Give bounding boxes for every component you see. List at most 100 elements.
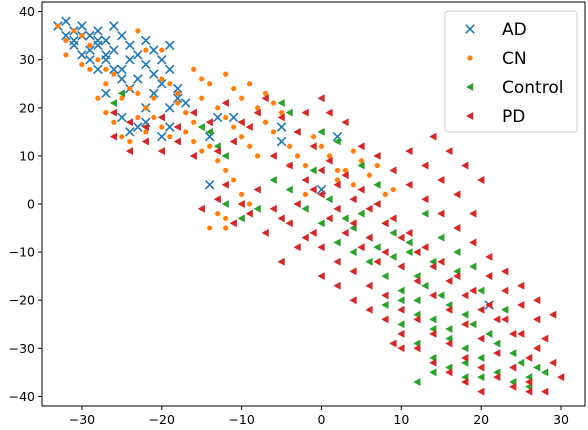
data-point-cn	[318, 143, 325, 149]
data-point-pd	[333, 204, 341, 213]
data-point-cn	[374, 162, 380, 169]
data-point-cn	[215, 158, 221, 164]
data-point-ad	[164, 64, 175, 75]
data-point-control	[405, 248, 413, 257]
data-point-control	[429, 368, 437, 377]
data-point-pd	[189, 108, 197, 117]
data-point-cn	[366, 172, 372, 178]
data-point-control	[349, 248, 357, 257]
data-point-cn	[167, 134, 173, 140]
legend-marker-pd	[466, 112, 474, 120]
data-point-cn	[135, 28, 141, 34]
data-point-pd	[277, 257, 285, 266]
data-point-pd	[397, 344, 405, 353]
data-point-pd	[285, 161, 293, 170]
data-point-cn	[191, 66, 197, 72]
data-point-pd	[525, 353, 533, 362]
data-point-pd	[477, 387, 485, 396]
data-point-cn	[255, 105, 261, 111]
x-tick-label: −30	[69, 412, 95, 427]
data-point-control	[333, 137, 341, 146]
data-point-pd	[493, 349, 501, 358]
data-point-pd	[237, 200, 245, 208]
x-tick-label: 20	[473, 412, 489, 427]
data-point-pd	[317, 94, 325, 103]
data-point-cn	[390, 186, 396, 193]
data-point-pd	[421, 161, 429, 170]
data-point-ad	[85, 54, 95, 65]
data-point-control	[285, 185, 293, 194]
data-point-pd	[189, 151, 197, 160]
x-tick-label: 30	[553, 412, 569, 427]
data-point-pd	[557, 373, 565, 382]
data-point-control	[221, 151, 229, 160]
data-point-pd	[397, 233, 405, 242]
data-point-cn	[215, 211, 221, 217]
data-point-pd	[277, 214, 285, 223]
data-point-control	[197, 123, 205, 132]
data-point-cn	[294, 153, 301, 159]
data-point-pd	[469, 209, 477, 218]
legend-marker-cn	[467, 55, 473, 61]
data-point-control	[413, 296, 421, 305]
data-point-cn	[55, 23, 61, 29]
data-point-ad	[77, 50, 87, 60]
data-point-ad	[117, 112, 127, 123]
data-point-ad	[101, 35, 111, 46]
data-point-cn	[207, 81, 213, 87]
data-point-cn	[270, 129, 277, 135]
data-point-pd	[405, 180, 413, 189]
data-point-control	[421, 281, 429, 290]
data-points	[53, 16, 565, 396]
data-point-ad	[125, 54, 135, 65]
data-point-pd	[541, 387, 549, 396]
data-point-ad	[69, 35, 79, 46]
data-point-ad	[109, 45, 119, 55]
data-point-ad	[61, 16, 71, 27]
data-point-pd	[525, 377, 533, 386]
data-point-pd	[485, 272, 493, 281]
data-point-cn	[231, 85, 237, 92]
data-point-control	[397, 320, 405, 329]
data-point-pd	[469, 238, 477, 247]
data-point-pd	[517, 301, 525, 309]
data-point-ad	[164, 122, 175, 132]
data-point-ad	[109, 64, 119, 75]
data-point-control	[429, 315, 437, 324]
data-point-control	[389, 252, 397, 261]
data-point-ad	[133, 50, 143, 60]
data-point-pd	[549, 310, 557, 319]
data-point-ad	[276, 122, 287, 132]
data-point-pd	[397, 329, 405, 338]
data-point-pd	[461, 320, 469, 329]
data-point-pd	[309, 142, 317, 151]
data-point-ad	[149, 69, 159, 79]
data-point-pd	[245, 123, 253, 132]
data-point-pd	[413, 248, 421, 257]
legend-label-cn: CN	[502, 49, 527, 69]
data-point-pd	[269, 151, 277, 160]
data-point-cn	[87, 42, 93, 48]
data-point-pd	[173, 137, 181, 146]
x-tick-label: 0	[318, 412, 326, 427]
data-point-control	[477, 286, 485, 295]
data-point-pd	[365, 281, 373, 290]
data-point-control	[509, 349, 517, 358]
x-tick-label: −20	[149, 412, 175, 427]
data-point-cn	[135, 90, 141, 96]
data-point-pd	[317, 272, 325, 281]
data-point-pd	[501, 286, 509, 295]
data-point-pd	[221, 180, 229, 189]
data-point-ad	[276, 136, 287, 147]
data-point-ad	[61, 30, 71, 41]
data-point-pd	[501, 267, 509, 276]
data-point-control	[461, 310, 469, 319]
data-point-pd	[413, 315, 421, 324]
data-point-cn	[350, 182, 357, 188]
data-point-ad	[109, 21, 119, 31]
data-point-cn	[239, 134, 245, 140]
data-point-cn	[111, 119, 117, 125]
y-tick-label: −30	[9, 341, 35, 356]
data-point-pd	[477, 334, 485, 343]
data-point-ad	[77, 21, 87, 31]
